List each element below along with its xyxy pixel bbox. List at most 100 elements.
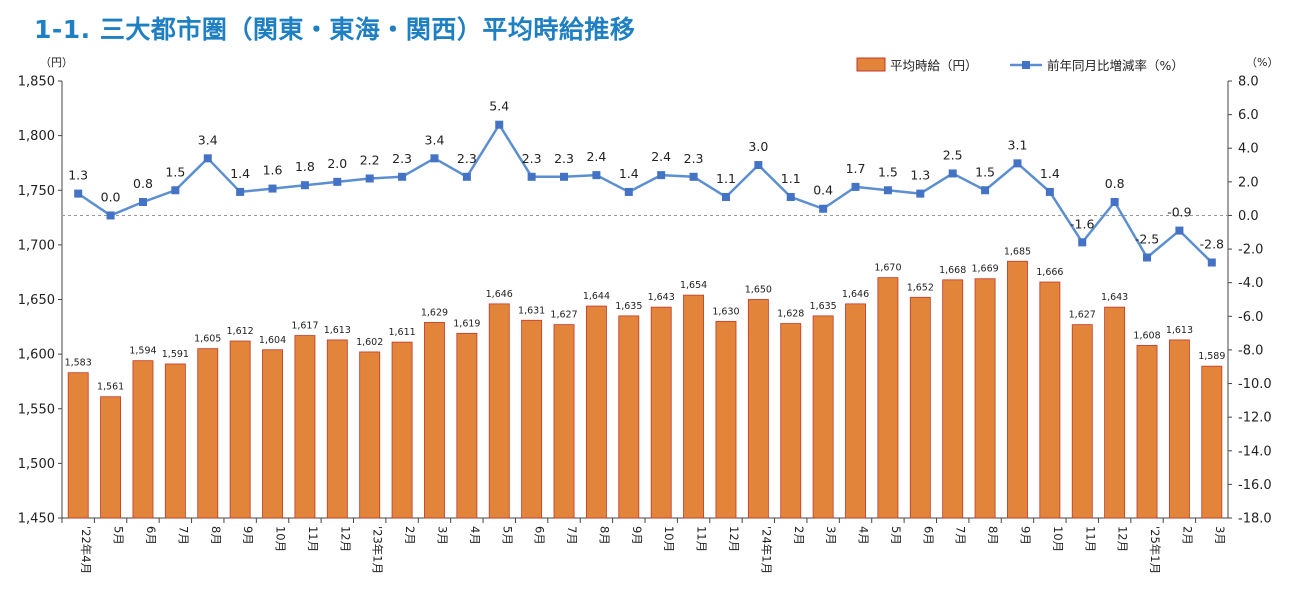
- bar-data-label: 1,685: [1004, 246, 1031, 257]
- bar: [1201, 365, 1223, 519]
- rate-data-label: 1.4: [1040, 166, 1060, 181]
- bar: [618, 315, 640, 519]
- x-tick-label: 11月: [695, 526, 709, 552]
- x-tick-label: 9月: [1018, 526, 1032, 545]
- rate-point: [592, 171, 601, 180]
- bar: [650, 306, 672, 519]
- rate-point: [462, 172, 471, 181]
- bar-data-label: 1,629: [421, 307, 448, 318]
- right-tick-label: -10.0: [1238, 377, 1272, 392]
- bar-data-label: 1,643: [648, 292, 675, 303]
- bar: [391, 341, 413, 519]
- rate-data-label: 1.5: [878, 164, 898, 179]
- bar-data-label: 1,628: [777, 309, 804, 320]
- bar-data-label: 1,643: [1101, 292, 1128, 303]
- bar-data-label: 1,631: [518, 305, 545, 316]
- right-tick-label: -18.0: [1238, 512, 1272, 527]
- rate-point: [203, 154, 212, 163]
- left-axis-unit: （円）: [40, 56, 73, 69]
- rate-point: [1013, 159, 1022, 168]
- legend-line-label: 前年同月比増減率（%）: [1047, 58, 1184, 73]
- rate-point: [1045, 187, 1054, 196]
- bar-data-label: 1,635: [615, 301, 642, 312]
- x-tick-label: 3月: [435, 526, 449, 545]
- bar-data-label: 1,611: [388, 327, 415, 338]
- x-tick-label: '24年1月: [759, 526, 773, 574]
- right-tick-label: 2.0: [1238, 175, 1259, 190]
- chart-title: 1-1. 三大都市圏（関東・東海・関西）平均時給推移: [34, 15, 636, 44]
- rate-data-label: 2.4: [586, 149, 606, 164]
- rate-data-label: 2.3: [457, 151, 477, 166]
- bar-data-label: 1,666: [1036, 267, 1063, 278]
- right-axis-unit: （%）: [1246, 56, 1278, 69]
- bar: [1168, 339, 1190, 519]
- rate-data-label: 3.4: [198, 132, 218, 147]
- bar-data-label: 1,627: [1069, 310, 1096, 321]
- bar-data-label: 1,594: [129, 346, 156, 357]
- rate-point: [527, 172, 536, 181]
- rate-data-label: 1.8: [295, 159, 315, 174]
- rate-data-label: 1.5: [975, 164, 995, 179]
- right-tick-label: 6.0: [1238, 108, 1259, 123]
- rate-data-label: 1.1: [716, 171, 736, 186]
- left-tick-label: 1,750: [18, 184, 55, 199]
- rate-point: [74, 189, 83, 198]
- bar: [67, 372, 89, 519]
- bar: [585, 305, 607, 519]
- bar: [909, 296, 931, 519]
- rate-data-label: 2.3: [554, 151, 574, 166]
- x-tick-label: 2月: [403, 526, 417, 545]
- rate-point: [171, 186, 180, 195]
- bar-data-label: 1,613: [1166, 325, 1193, 336]
- rate-point: [883, 186, 892, 195]
- right-tick-label: 8.0: [1238, 75, 1259, 90]
- left-tick-label: 1,450: [18, 512, 55, 527]
- rate-point: [138, 198, 147, 207]
- bar: [1136, 344, 1158, 519]
- bar: [812, 315, 834, 519]
- left-tick-label: 1,800: [18, 129, 55, 144]
- bar: [488, 303, 510, 519]
- right-tick-label: -4.0: [1238, 276, 1263, 291]
- right-tick-label: -16.0: [1238, 478, 1272, 493]
- rate-data-label: 1.3: [68, 168, 88, 183]
- bar-series: 1,583 1,561 1,594 1,591 1,605 1,612 1,604 1,617…: [65, 246, 1225, 519]
- bar-data-label: 1,646: [842, 289, 869, 300]
- rate-data-label: 1.7: [846, 161, 866, 176]
- bar: [845, 303, 866, 519]
- rate-point: [268, 184, 277, 193]
- bar-data-label: 1,612: [227, 326, 254, 337]
- rate-point: [981, 186, 990, 195]
- rate-data-label: 1.1: [781, 171, 801, 186]
- rate-data-label: 0.8: [1105, 176, 1125, 191]
- x-tick-label: 2月: [792, 526, 806, 545]
- bar-data-label: 1,604: [259, 335, 286, 346]
- left-tick-label: 1,700: [18, 238, 55, 253]
- x-tick-label: 10月: [662, 526, 676, 552]
- rate-data-label: 2.3: [684, 151, 704, 166]
- bar: [132, 360, 154, 519]
- axes: 1,450 1,500 1,550 1,600 1,650 1,700 1,750 1,800…: [18, 56, 1279, 574]
- rate-point: [560, 172, 569, 181]
- x-tick-label: 9月: [241, 526, 255, 545]
- rate-point: [430, 154, 439, 163]
- rate-data-label: 2.3: [522, 151, 542, 166]
- x-tick-label: 4月: [857, 526, 871, 545]
- rate-data-label: 1.4: [619, 166, 639, 181]
- bar: [1104, 306, 1126, 519]
- rate-data-label: 1.3: [910, 168, 930, 183]
- rate-data-label: 1.4: [230, 166, 250, 181]
- right-tick-label: -14.0: [1238, 444, 1272, 459]
- x-tick-label: 12月: [727, 526, 741, 552]
- rate-point: [721, 192, 730, 201]
- legend-bar-swatch: [856, 57, 886, 72]
- right-tick-label: -6.0: [1238, 310, 1263, 325]
- left-tick-label: 1,550: [18, 402, 55, 417]
- bar-data-label: 1,630: [712, 306, 739, 317]
- x-tick-label: 8月: [209, 526, 223, 545]
- x-tick-label: 12月: [1116, 526, 1130, 552]
- rate-point: [786, 192, 795, 201]
- bar: [553, 324, 575, 519]
- x-tick-label: '25年1月: [1148, 526, 1162, 574]
